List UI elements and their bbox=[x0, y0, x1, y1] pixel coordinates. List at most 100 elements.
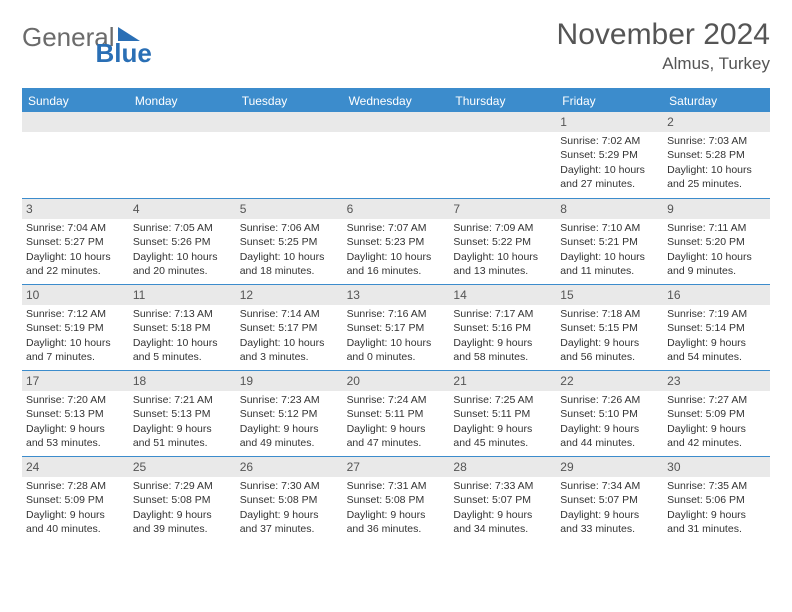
cell-body: Sunrise: 7:05 AMSunset: 5:26 PMDaylight:… bbox=[129, 219, 236, 282]
daylight-text: Daylight: 9 hours and 33 minutes. bbox=[560, 508, 659, 536]
sunrise-text: Sunrise: 7:06 AM bbox=[240, 221, 339, 235]
calendar-cell bbox=[449, 112, 556, 198]
sunset-text: Sunset: 5:07 PM bbox=[560, 493, 659, 507]
sunrise-text: Sunrise: 7:24 AM bbox=[347, 393, 446, 407]
day-number: 25 bbox=[129, 457, 236, 477]
calendar-cell bbox=[236, 112, 343, 198]
sunrise-text: Sunrise: 7:11 AM bbox=[667, 221, 766, 235]
cell-body: Sunrise: 7:27 AMSunset: 5:09 PMDaylight:… bbox=[663, 391, 770, 454]
day-header: Wednesday bbox=[343, 90, 450, 112]
calendar-cell: 7Sunrise: 7:09 AMSunset: 5:22 PMDaylight… bbox=[449, 198, 556, 284]
title-block: November 2024 Almus, Turkey bbox=[557, 18, 770, 74]
day-number: 20 bbox=[343, 371, 450, 391]
sunset-text: Sunset: 5:09 PM bbox=[667, 407, 766, 421]
cell-body: Sunrise: 7:23 AMSunset: 5:12 PMDaylight:… bbox=[236, 391, 343, 454]
sunset-text: Sunset: 5:17 PM bbox=[240, 321, 339, 335]
sunset-text: Sunset: 5:11 PM bbox=[347, 407, 446, 421]
daylight-text: Daylight: 9 hours and 47 minutes. bbox=[347, 422, 446, 450]
sunrise-text: Sunrise: 7:12 AM bbox=[26, 307, 125, 321]
calendar-cell: 6Sunrise: 7:07 AMSunset: 5:23 PMDaylight… bbox=[343, 198, 450, 284]
calendar-cell: 12Sunrise: 7:14 AMSunset: 5:17 PMDayligh… bbox=[236, 284, 343, 370]
calendar-cell: 10Sunrise: 7:12 AMSunset: 5:19 PMDayligh… bbox=[22, 284, 129, 370]
daylight-text: Daylight: 9 hours and 45 minutes. bbox=[453, 422, 552, 450]
sunrise-text: Sunrise: 7:19 AM bbox=[667, 307, 766, 321]
sunset-text: Sunset: 5:08 PM bbox=[347, 493, 446, 507]
sunrise-text: Sunrise: 7:25 AM bbox=[453, 393, 552, 407]
sunrise-text: Sunrise: 7:03 AM bbox=[667, 134, 766, 148]
sunrise-text: Sunrise: 7:33 AM bbox=[453, 479, 552, 493]
sunrise-text: Sunrise: 7:07 AM bbox=[347, 221, 446, 235]
sunset-text: Sunset: 5:25 PM bbox=[240, 235, 339, 249]
day-number: 14 bbox=[449, 285, 556, 305]
day-number: 13 bbox=[343, 285, 450, 305]
daylight-text: Daylight: 9 hours and 44 minutes. bbox=[560, 422, 659, 450]
sunrise-text: Sunrise: 7:35 AM bbox=[667, 479, 766, 493]
sunrise-text: Sunrise: 7:18 AM bbox=[560, 307, 659, 321]
sunrise-text: Sunrise: 7:02 AM bbox=[560, 134, 659, 148]
calendar-cell: 27Sunrise: 7:31 AMSunset: 5:08 PMDayligh… bbox=[343, 456, 450, 542]
cell-body: Sunrise: 7:25 AMSunset: 5:11 PMDaylight:… bbox=[449, 391, 556, 454]
cell-body: Sunrise: 7:30 AMSunset: 5:08 PMDaylight:… bbox=[236, 477, 343, 540]
day-header: Sunday bbox=[22, 90, 129, 112]
day-number: 10 bbox=[22, 285, 129, 305]
cell-body: Sunrise: 7:03 AMSunset: 5:28 PMDaylight:… bbox=[663, 132, 770, 195]
calendar-cell: 2Sunrise: 7:03 AMSunset: 5:28 PMDaylight… bbox=[663, 112, 770, 198]
calendar-cell: 15Sunrise: 7:18 AMSunset: 5:15 PMDayligh… bbox=[556, 284, 663, 370]
sunset-text: Sunset: 5:14 PM bbox=[667, 321, 766, 335]
calendar-cell bbox=[129, 112, 236, 198]
sunrise-text: Sunrise: 7:28 AM bbox=[26, 479, 125, 493]
day-header: Monday bbox=[129, 90, 236, 112]
sunset-text: Sunset: 5:19 PM bbox=[26, 321, 125, 335]
calendar-cell: 26Sunrise: 7:30 AMSunset: 5:08 PMDayligh… bbox=[236, 456, 343, 542]
sunset-text: Sunset: 5:12 PM bbox=[240, 407, 339, 421]
cell-body: Sunrise: 7:28 AMSunset: 5:09 PMDaylight:… bbox=[22, 477, 129, 540]
daylight-text: Daylight: 9 hours and 42 minutes. bbox=[667, 422, 766, 450]
day-number: 22 bbox=[556, 371, 663, 391]
cell-body: Sunrise: 7:33 AMSunset: 5:07 PMDaylight:… bbox=[449, 477, 556, 540]
sunset-text: Sunset: 5:20 PM bbox=[667, 235, 766, 249]
location-label: Almus, Turkey bbox=[557, 54, 770, 74]
sunset-text: Sunset: 5:08 PM bbox=[133, 493, 232, 507]
cell-body: Sunrise: 7:34 AMSunset: 5:07 PMDaylight:… bbox=[556, 477, 663, 540]
cell-body: Sunrise: 7:20 AMSunset: 5:13 PMDaylight:… bbox=[22, 391, 129, 454]
sunset-text: Sunset: 5:18 PM bbox=[133, 321, 232, 335]
calendar-cell: 4Sunrise: 7:05 AMSunset: 5:26 PMDaylight… bbox=[129, 198, 236, 284]
sunrise-text: Sunrise: 7:10 AM bbox=[560, 221, 659, 235]
day-number: 29 bbox=[556, 457, 663, 477]
sunset-text: Sunset: 5:27 PM bbox=[26, 235, 125, 249]
daylight-text: Daylight: 9 hours and 34 minutes. bbox=[453, 508, 552, 536]
cell-body: Sunrise: 7:06 AMSunset: 5:25 PMDaylight:… bbox=[236, 219, 343, 282]
sunset-text: Sunset: 5:07 PM bbox=[453, 493, 552, 507]
calendar-cell: 3Sunrise: 7:04 AMSunset: 5:27 PMDaylight… bbox=[22, 198, 129, 284]
day-number: 21 bbox=[449, 371, 556, 391]
daylight-text: Daylight: 10 hours and 11 minutes. bbox=[560, 250, 659, 278]
day-number: 4 bbox=[129, 199, 236, 219]
sunset-text: Sunset: 5:15 PM bbox=[560, 321, 659, 335]
sunrise-text: Sunrise: 7:20 AM bbox=[26, 393, 125, 407]
sunset-text: Sunset: 5:06 PM bbox=[667, 493, 766, 507]
calendar-cell: 23Sunrise: 7:27 AMSunset: 5:09 PMDayligh… bbox=[663, 370, 770, 456]
daylight-text: Daylight: 9 hours and 37 minutes. bbox=[240, 508, 339, 536]
cell-body: Sunrise: 7:16 AMSunset: 5:17 PMDaylight:… bbox=[343, 305, 450, 368]
sunset-text: Sunset: 5:10 PM bbox=[560, 407, 659, 421]
daylight-text: Daylight: 9 hours and 39 minutes. bbox=[133, 508, 232, 536]
calendar-cell: 21Sunrise: 7:25 AMSunset: 5:11 PMDayligh… bbox=[449, 370, 556, 456]
header: General Blue November 2024 Almus, Turkey bbox=[22, 18, 770, 74]
sunrise-text: Sunrise: 7:26 AM bbox=[560, 393, 659, 407]
day-number: 30 bbox=[663, 457, 770, 477]
sunset-text: Sunset: 5:11 PM bbox=[453, 407, 552, 421]
day-number bbox=[236, 112, 343, 132]
sunrise-text: Sunrise: 7:23 AM bbox=[240, 393, 339, 407]
calendar-cell: 16Sunrise: 7:19 AMSunset: 5:14 PMDayligh… bbox=[663, 284, 770, 370]
day-header: Friday bbox=[556, 90, 663, 112]
cell-body: Sunrise: 7:35 AMSunset: 5:06 PMDaylight:… bbox=[663, 477, 770, 540]
cell-body: Sunrise: 7:21 AMSunset: 5:13 PMDaylight:… bbox=[129, 391, 236, 454]
daylight-text: Daylight: 10 hours and 7 minutes. bbox=[26, 336, 125, 364]
calendar-cell: 29Sunrise: 7:34 AMSunset: 5:07 PMDayligh… bbox=[556, 456, 663, 542]
sunrise-text: Sunrise: 7:34 AM bbox=[560, 479, 659, 493]
day-number: 5 bbox=[236, 199, 343, 219]
sunset-text: Sunset: 5:22 PM bbox=[453, 235, 552, 249]
cell-body: Sunrise: 7:12 AMSunset: 5:19 PMDaylight:… bbox=[22, 305, 129, 368]
calendar-cell: 19Sunrise: 7:23 AMSunset: 5:12 PMDayligh… bbox=[236, 370, 343, 456]
day-header: Thursday bbox=[449, 90, 556, 112]
